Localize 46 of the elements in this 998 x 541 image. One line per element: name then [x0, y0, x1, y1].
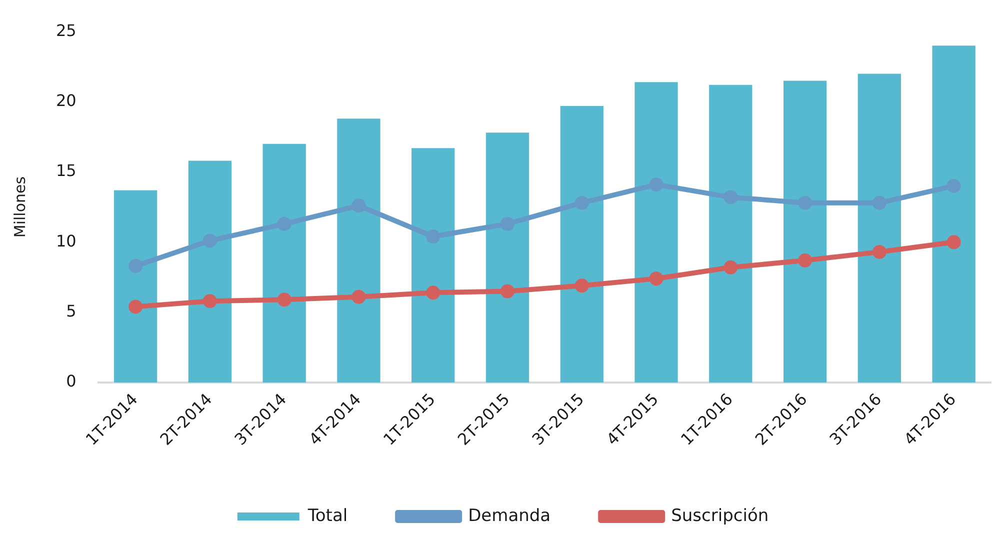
point: [946, 178, 961, 193]
bar: [262, 144, 306, 382]
point: [352, 290, 366, 304]
point: [202, 234, 217, 248]
point: [872, 244, 886, 259]
point: [574, 196, 589, 210]
bar: [188, 160, 232, 382]
y-tick-label: 10: [56, 231, 76, 250]
bar: [709, 84, 752, 382]
point: [946, 235, 961, 250]
point: [426, 286, 440, 300]
bar: [486, 132, 530, 382]
point: [500, 284, 514, 298]
point: [277, 292, 292, 307]
point: [798, 253, 812, 268]
y-tick-label: 20: [56, 90, 76, 110]
bar: [783, 80, 827, 382]
point: [724, 190, 738, 204]
legend-label: Demanda: [468, 506, 551, 526]
y-axis-title: Millones: [10, 176, 29, 238]
point: [574, 278, 589, 293]
bar: [858, 74, 901, 382]
bar: [560, 106, 604, 382]
bar: [337, 118, 380, 382]
bar: [932, 46, 976, 382]
point: [426, 230, 440, 244]
y-tick-label: 0: [66, 372, 76, 391]
y-tick-label: 15: [56, 161, 76, 180]
point: [649, 272, 664, 286]
point: [500, 216, 514, 231]
point: [128, 300, 143, 314]
point: [352, 198, 366, 213]
y-tick-label: 25: [56, 20, 76, 40]
point: [202, 294, 217, 308]
point: [277, 216, 292, 231]
point: [724, 260, 738, 274]
y-tick-label: 5: [66, 301, 76, 320]
point: [649, 178, 664, 192]
point: [872, 196, 886, 210]
bar: [114, 190, 158, 382]
bar: [634, 82, 678, 382]
legend-label: Total: [306, 506, 348, 526]
legend-label: Suscripción: [671, 506, 769, 526]
point: [128, 258, 143, 273]
bar: [412, 148, 455, 382]
point: [798, 196, 812, 210]
